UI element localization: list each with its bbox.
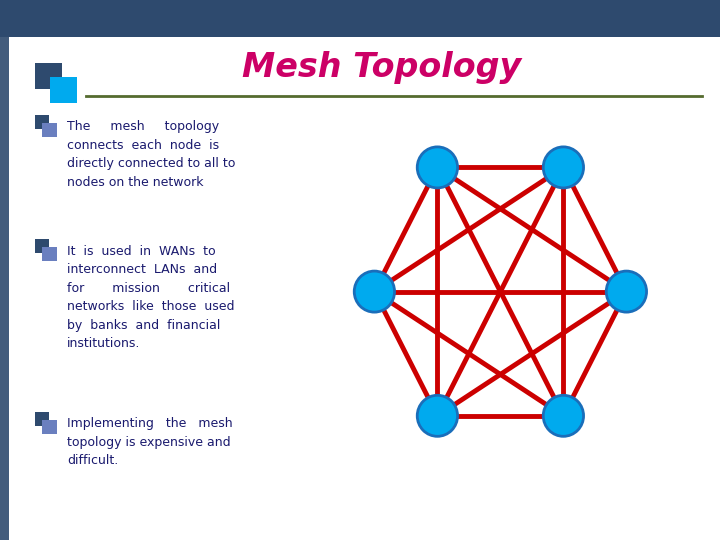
Bar xyxy=(50,77,77,103)
Text: Mesh Topology: Mesh Topology xyxy=(242,51,521,84)
Ellipse shape xyxy=(606,271,647,312)
Text: The     mesh     topology
connects  each  node  is
directly connected to all to
: The mesh topology connects each node is … xyxy=(67,120,235,189)
Ellipse shape xyxy=(417,395,458,436)
Text: It  is  used  in  WANs  to
interconnect  LANs  and
for       mission       criti: It is used in WANs to interconnect LANs … xyxy=(67,245,235,350)
Bar xyxy=(35,63,62,89)
Bar xyxy=(42,123,57,137)
Bar xyxy=(35,412,49,426)
Bar xyxy=(0,37,9,540)
Ellipse shape xyxy=(354,271,395,312)
Ellipse shape xyxy=(417,147,458,188)
Bar xyxy=(42,247,57,261)
Bar xyxy=(42,420,57,434)
Bar xyxy=(35,115,49,129)
Bar xyxy=(35,239,49,253)
Ellipse shape xyxy=(544,147,583,188)
Text: Introduction to Computer Networks: Introduction to Computer Networks xyxy=(9,11,305,26)
Bar xyxy=(0,0,720,37)
Ellipse shape xyxy=(544,395,583,436)
Text: Implementing   the   mesh
topology is expensive and
difficult.: Implementing the mesh topology is expens… xyxy=(67,417,233,468)
